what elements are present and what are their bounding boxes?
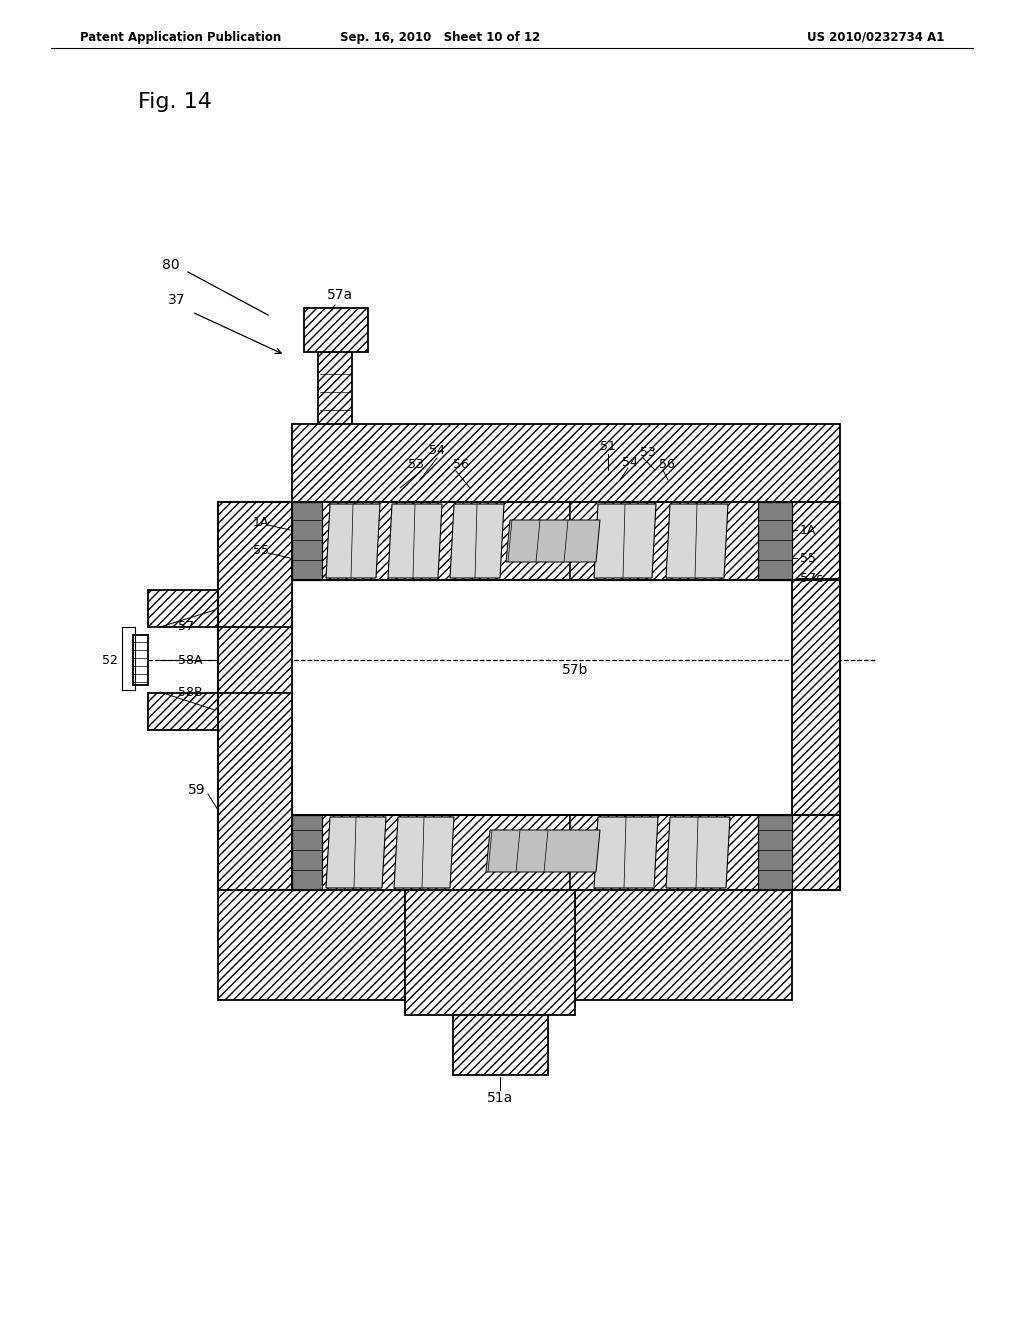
- Polygon shape: [575, 890, 792, 1001]
- Text: 58A: 58A: [178, 653, 203, 667]
- Text: 80: 80: [162, 257, 179, 272]
- Polygon shape: [594, 817, 658, 888]
- Bar: [792, 502, 840, 890]
- Bar: [292, 502, 840, 579]
- Polygon shape: [292, 502, 322, 579]
- Text: 51a: 51a: [486, 1092, 513, 1105]
- Polygon shape: [453, 1015, 548, 1074]
- Polygon shape: [318, 352, 352, 502]
- Polygon shape: [148, 502, 292, 627]
- Polygon shape: [292, 814, 322, 890]
- Polygon shape: [310, 814, 570, 890]
- Text: 1A: 1A: [800, 524, 816, 536]
- Text: Fig. 14: Fig. 14: [138, 92, 212, 112]
- Bar: [133, 635, 148, 685]
- Text: 56: 56: [659, 458, 675, 470]
- Text: 53: 53: [408, 458, 424, 470]
- Polygon shape: [304, 308, 368, 352]
- Text: 1A: 1A: [253, 516, 269, 528]
- Text: 55: 55: [800, 552, 816, 565]
- Text: 58B: 58B: [178, 685, 203, 698]
- Text: Sep. 16, 2010   Sheet 10 of 12: Sep. 16, 2010 Sheet 10 of 12: [340, 30, 540, 44]
- Text: 52: 52: [102, 653, 118, 667]
- Bar: [292, 424, 840, 502]
- Polygon shape: [292, 502, 790, 579]
- Polygon shape: [666, 817, 730, 888]
- Text: 53: 53: [640, 446, 656, 458]
- Text: 54: 54: [622, 455, 638, 469]
- Polygon shape: [594, 504, 656, 578]
- Polygon shape: [326, 817, 386, 888]
- Polygon shape: [292, 814, 790, 890]
- Polygon shape: [666, 504, 728, 578]
- Polygon shape: [486, 830, 600, 873]
- Polygon shape: [218, 502, 292, 890]
- Text: 55: 55: [253, 544, 269, 557]
- Polygon shape: [310, 502, 570, 579]
- Polygon shape: [570, 814, 790, 890]
- Text: Patent Application Publication: Patent Application Publication: [80, 30, 282, 44]
- Polygon shape: [570, 502, 790, 579]
- Bar: [292, 814, 840, 890]
- Text: 51: 51: [600, 440, 616, 453]
- Polygon shape: [388, 504, 442, 578]
- Polygon shape: [394, 817, 454, 888]
- Polygon shape: [506, 520, 600, 562]
- Text: 59: 59: [188, 783, 206, 797]
- Text: 54: 54: [429, 444, 445, 457]
- Polygon shape: [450, 504, 504, 578]
- Polygon shape: [758, 814, 792, 890]
- Polygon shape: [758, 502, 792, 579]
- Polygon shape: [326, 504, 380, 578]
- Polygon shape: [148, 693, 292, 890]
- Polygon shape: [406, 890, 575, 1015]
- Text: 56: 56: [453, 458, 469, 470]
- Text: 57c: 57c: [800, 572, 823, 585]
- Text: 57: 57: [178, 620, 194, 634]
- Text: 37: 37: [168, 293, 185, 308]
- Text: 57b: 57b: [562, 663, 588, 677]
- Text: US 2010/0232734 A1: US 2010/0232734 A1: [807, 30, 944, 44]
- Polygon shape: [218, 890, 406, 1001]
- Text: 57a: 57a: [327, 288, 353, 302]
